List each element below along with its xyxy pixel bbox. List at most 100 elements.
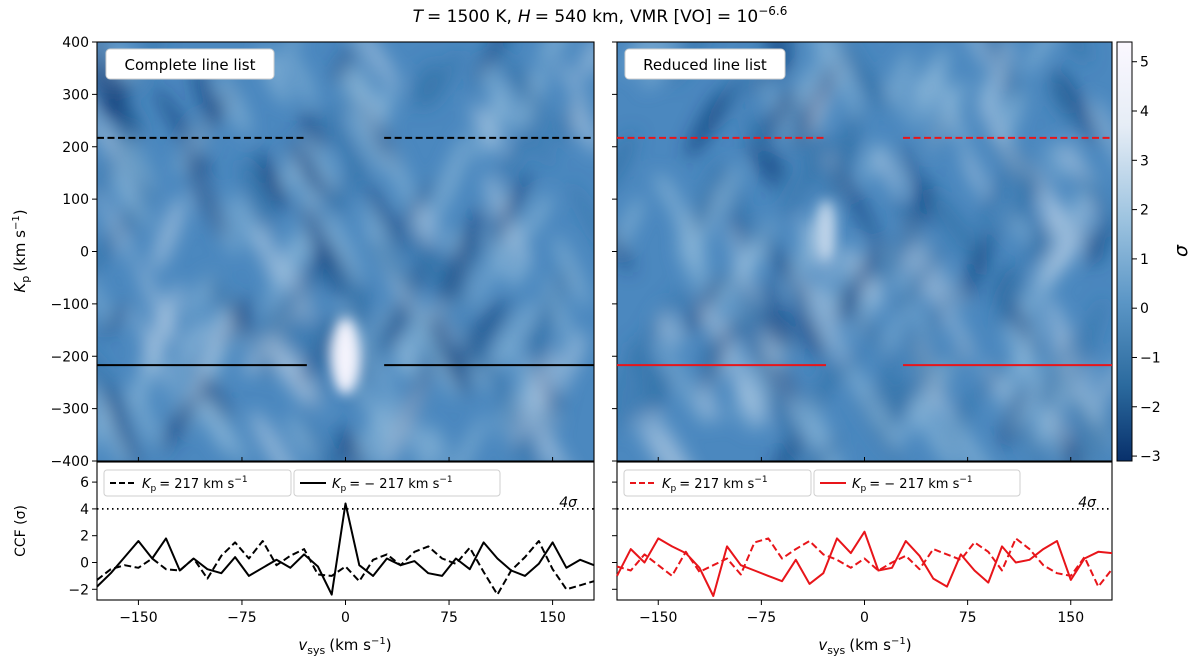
- heatmap-texture-streak: [363, 180, 410, 257]
- heatmap-texture-streak: [1020, 188, 1052, 267]
- vsys-axis-reduced: −150 −75 0 75 150: [639, 457, 1084, 626]
- legend-dashed-label: Kp = 217 km s−1: [662, 475, 768, 494]
- heatmap-texture-streak: [274, 337, 324, 410]
- heatmap-texture-streak: [1043, 199, 1067, 243]
- heatmap-texture-streak: [853, 391, 904, 461]
- heatmap-texture-streak: [97, 383, 128, 461]
- heatmap-texture-streak: [325, 212, 363, 286]
- heatmap-texture-streak: [658, 311, 682, 348]
- heatmap-texture-streak: [164, 315, 202, 402]
- heatmap-texture-streak: [910, 74, 935, 117]
- heatmap-texture-streak: [900, 140, 939, 232]
- heatmap-texture-streak: [791, 55, 842, 152]
- heatmap-texture-streak: [386, 142, 414, 209]
- svg-text:Reduced line list: Reduced line list: [643, 56, 767, 74]
- heatmap-texture-streak: [761, 227, 783, 269]
- heatmap-texture-streak: [728, 359, 766, 429]
- heatmap-texture-streak: [655, 335, 706, 426]
- heatmap-texture-streak: [488, 168, 533, 253]
- heatmap-texture-streak: [97, 226, 119, 290]
- panel-label-reduced: Reduced line list: [624, 48, 786, 80]
- heatmap-texture-streak: [97, 275, 112, 326]
- ccf-tick-label: 2: [80, 529, 89, 545]
- legend-solid-label: Kp = − 217 km s−1: [332, 475, 453, 494]
- heatmap-texture-streak: [788, 398, 820, 450]
- heatmap-texture-streak: [557, 58, 588, 108]
- heatmap-texture-streak: [743, 319, 782, 403]
- heatmap-texture-streak: [697, 383, 719, 423]
- heatmap-texture-streak: [151, 195, 186, 272]
- heatmap-texture-streak: [207, 274, 230, 314]
- heatmap-texture-streak: [539, 42, 571, 64]
- heatmap-texture-streak: [200, 396, 249, 461]
- heatmap-texture-streak: [1023, 225, 1053, 267]
- heatmap-texture-streak: [679, 245, 709, 294]
- vsys-tick-label: −150: [119, 610, 157, 626]
- heatmap-texture-streak: [172, 338, 226, 416]
- legend-reduced: Kp = 217 km s−1 Kp = − 217 km s−1: [623, 469, 1021, 497]
- heatmap-texture-streak: [729, 209, 748, 252]
- heatmap-texture-streak: [903, 323, 940, 400]
- heatmap-texture-streak: [617, 196, 644, 249]
- heatmap-texture-streak: [493, 376, 532, 438]
- heatmap-texture-streak: [239, 158, 275, 234]
- heatmap-texture-streak: [423, 424, 448, 461]
- heatmap-texture-streak: [746, 111, 765, 151]
- kp-tick-label: −100: [51, 297, 89, 313]
- heatmap-complete: [97, 42, 594, 461]
- heatmap-texture-streak: [486, 230, 514, 285]
- heatmap-texture-streak: [332, 46, 355, 85]
- heatmap-texture-streak: [828, 134, 860, 203]
- heatmap-texture-streak: [183, 147, 227, 241]
- heatmap-texture-streak: [337, 74, 385, 142]
- heatmap-texture-streak: [637, 296, 675, 356]
- heatmap-texture-streak: [101, 301, 128, 340]
- heatmap-texture-streak: [1055, 66, 1099, 145]
- heatmap-texture-streak: [759, 306, 785, 353]
- heatmap-texture-streak: [367, 343, 401, 422]
- heatmap-texture-streak: [1060, 141, 1088, 182]
- heatmap-texture-streak: [909, 394, 961, 461]
- heatmap-texture-streak: [97, 190, 138, 268]
- kp-marker-lines-complete: [97, 136, 594, 367]
- heatmap-texture-streak: [129, 384, 159, 447]
- heatmap-texture-streak: [191, 65, 220, 126]
- heatmap-texture-streak: [652, 172, 688, 223]
- vsys-tick-label: 0: [341, 610, 350, 626]
- heatmap-texture-streak: [301, 421, 350, 461]
- heatmap-texture-streak: [1007, 142, 1046, 197]
- colorbar: [1116, 41, 1133, 462]
- heatmap-texture-streak: [677, 211, 708, 272]
- heatmap-texture-streak: [102, 384, 141, 461]
- kp-tick-label: −300: [51, 402, 89, 418]
- heatmap-texture-streak: [1048, 408, 1072, 444]
- heatmap-reduced: [617, 42, 1112, 461]
- heatmap-texture-streak: [891, 82, 912, 122]
- heatmap-texture-streak: [976, 157, 1016, 235]
- colorbar-ticks: 5 4 3 2 1 0 −1 −2 −3: [1132, 55, 1161, 465]
- heatmap-texture-streak: [570, 100, 594, 154]
- heatmap-texture-streak: [300, 110, 326, 151]
- heatmap-texture-streak: [1063, 410, 1112, 461]
- heatmap-texture-streak: [290, 309, 322, 362]
- heatmap-texture-streak: [617, 131, 637, 195]
- heatmap-texture-streak: [644, 404, 704, 461]
- heatmap-texture-streak: [439, 205, 485, 308]
- heatmap-texture-streak: [333, 251, 372, 330]
- heatmap-texture-streak: [1011, 377, 1042, 433]
- heatmap-texture-streak: [763, 277, 798, 352]
- heatmap-texture-streak: [569, 180, 594, 258]
- heatmap-texture-streak: [510, 248, 531, 287]
- kp-axis-label: Kp(km s−1): [11, 209, 32, 292]
- heatmap-texture-streak: [763, 146, 788, 182]
- heatmap-texture-streak: [1086, 218, 1112, 268]
- heatmap-texture-streak: [861, 141, 884, 182]
- heatmap-texture-streak: [485, 298, 540, 379]
- heatmap-texture-streak: [264, 338, 311, 406]
- heatmap-texture-streak: [617, 340, 642, 422]
- heatmap-texture-streak: [697, 298, 745, 370]
- heatmap-texture-streak: [804, 396, 845, 461]
- heatmap-texture-streak: [217, 73, 251, 136]
- heatmap-texture-streak: [834, 236, 887, 323]
